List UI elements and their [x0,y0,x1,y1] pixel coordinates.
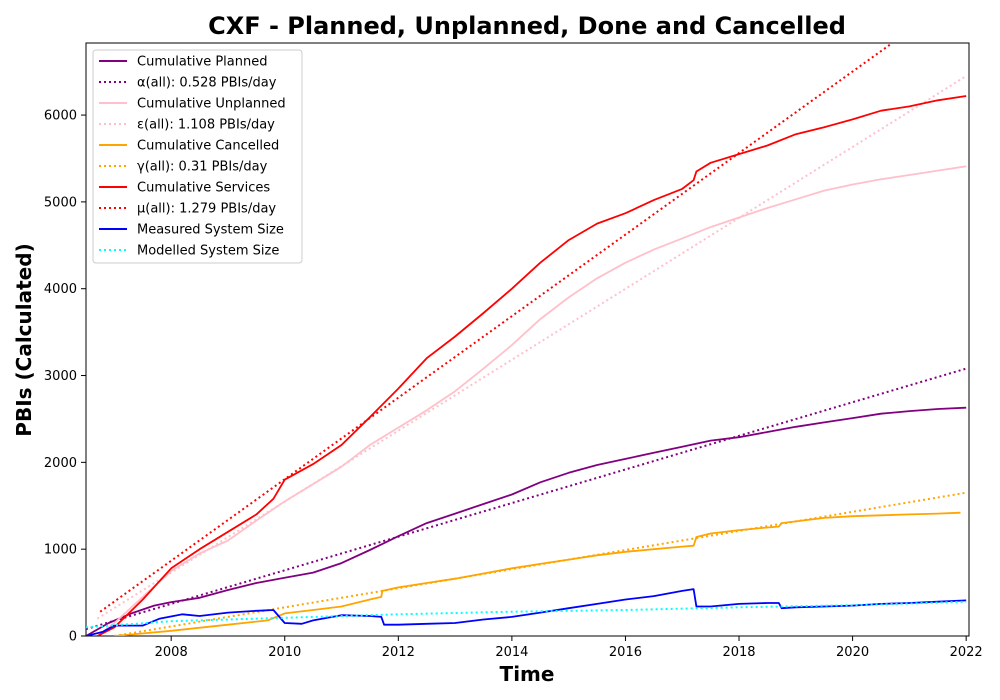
y-axis-ticks: 0 1000 2000 3000 4000 5000 6000 [44,109,86,645]
x-tick-label: 2016 [609,645,642,660]
y-tick-label: 4000 [44,282,77,297]
series-line-4 [96,75,967,620]
y-tick-label: 1000 [44,543,77,558]
legend-label: Cumulative Cancelled [137,139,279,154]
legend-label: Modelled System Size [137,244,279,259]
legend-label: ε(all): 1.108 PBIs/day [137,118,275,133]
legend-label: Cumulative Planned [137,55,267,70]
legend-label: γ(all): 0.31 PBIs/day [137,160,268,175]
x-tick-label: 2018 [722,645,755,660]
x-axis-label: Time [500,662,555,686]
y-tick-label: 0 [69,630,77,645]
x-tick-label: 2010 [268,645,301,660]
x-tick-label: 2022 [950,645,983,660]
x-tick-label: 2020 [836,645,869,660]
legend-box [92,49,303,264]
legend-label: Cumulative Unplanned [137,97,286,112]
series-line-1 [86,406,967,636]
x-tick-label: 2014 [495,645,528,660]
y-axis-label: PBIs (Calculated) [12,243,36,436]
legend-label: Measured System Size [137,223,284,238]
series-line-3 [96,165,967,636]
series-layer [86,43,967,636]
legend-label: Cumulative Services [137,181,270,196]
x-tick-label: 2012 [382,645,415,660]
y-tick-label: 6000 [44,109,77,124]
series-line-10 [86,600,967,629]
series-line-6 [114,491,967,636]
chart-title: CXF - Planned, Unplanned, Done and Cance… [208,12,846,40]
x-axis-ticks: 2008 2010 2012 2014 2016 2018 2020 2022 [155,636,983,660]
legend-label: μ(all): 1.279 PBIs/day [137,202,276,217]
series-line-9 [86,588,967,636]
legend-label: α(all): 0.528 PBIs/day [137,76,277,91]
y-tick-label: 5000 [44,195,77,210]
y-tick-label: 3000 [44,369,77,384]
series-line-7 [96,95,967,636]
x-tick-label: 2008 [155,645,188,660]
legend: Cumulative Planned α(all): 0.528 PBIs/day… [92,49,303,264]
y-tick-label: 2000 [44,456,77,471]
